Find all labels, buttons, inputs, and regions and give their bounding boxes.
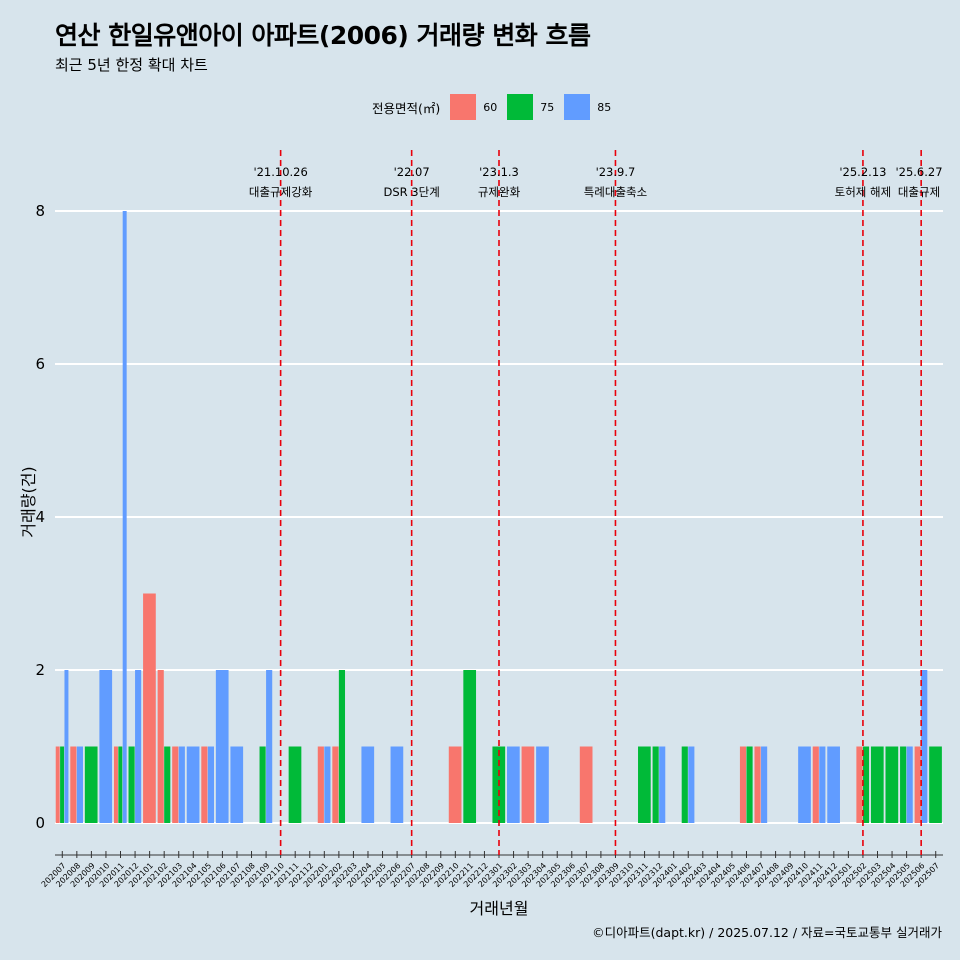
bar-85-202201 — [324, 746, 331, 823]
legend-swatch-85 — [564, 94, 591, 120]
legend-label-75: 75 — [540, 100, 555, 114]
bar-75-202109 — [259, 746, 266, 823]
bar-85-202312 — [659, 746, 666, 823]
bar-75-202111 — [288, 746, 302, 823]
bar-60-202011 — [113, 746, 118, 823]
chart-subtitle: 최근 5년 한정 확대 차트 — [55, 56, 208, 74]
event-name-label: 토허제 해제 — [835, 185, 892, 199]
bar-75-202011 — [118, 746, 123, 823]
event-name-label: 특례대출축소 — [584, 185, 647, 199]
event-date-label: '25.2.13 — [839, 165, 886, 179]
bar-85-202109 — [266, 670, 273, 823]
bar-85-202304 — [536, 746, 549, 823]
y-tick-label: 8 — [35, 202, 45, 220]
bar-60-202407 — [754, 746, 761, 823]
bar-85-202008 — [76, 746, 83, 823]
legend: 전용면적(㎡) 60 75 85 — [372, 92, 621, 122]
legend-label-85: 85 — [597, 100, 612, 114]
y-tick-label: 2 — [35, 661, 45, 679]
bar-60-202411 — [812, 746, 819, 823]
x-axis-title: 거래년월 — [470, 899, 529, 918]
bar-85-202302 — [507, 746, 520, 823]
bar-75-202505 — [900, 746, 907, 823]
bar-85-202010 — [99, 670, 113, 823]
bar-60-202406 — [739, 746, 747, 823]
event-name-label: DSR 3단계 — [384, 185, 440, 199]
bar-85-202107 — [230, 746, 244, 823]
bar-60-202201 — [317, 746, 324, 823]
bar-75-202402 — [681, 746, 688, 823]
bar-75-202502 — [862, 746, 870, 823]
bar-85-202412 — [827, 746, 840, 823]
bar-85-202204 — [361, 746, 375, 823]
y-tick-label: 0 — [35, 814, 45, 832]
event-date-label: '23.1.3 — [479, 165, 519, 179]
bar-85-202407 — [761, 746, 768, 823]
bar-85-202410 — [798, 746, 811, 823]
legend-item-75: 75 — [507, 94, 554, 120]
bar-85-202106 — [215, 670, 229, 823]
bar-75-202507 — [929, 746, 942, 823]
bar-75-202009 — [84, 746, 98, 823]
event-date-label: '25.6.27 — [895, 165, 942, 179]
legend-title: 전용면적(㎡) — [372, 100, 441, 116]
bar-60-202102 — [157, 670, 164, 823]
event-date-label: '22.07 — [394, 165, 430, 179]
bar-85-202206 — [390, 746, 404, 823]
legend-swatch-60 — [450, 94, 477, 120]
bar-75-202406 — [746, 746, 753, 823]
bar-60-202007 — [55, 746, 60, 823]
bar-85-202105 — [207, 746, 215, 823]
event-date-label: '23.9.7 — [596, 165, 636, 179]
bar-85-202007 — [64, 670, 69, 823]
bar-85-202506 — [921, 670, 928, 823]
bar-60-202008 — [70, 746, 77, 823]
bar-85-202505 — [906, 746, 913, 823]
bar-75-202202 — [338, 670, 346, 823]
bar-75-202312 — [652, 746, 659, 823]
bar-75-202012 — [128, 746, 135, 823]
bar-85-202012 — [135, 670, 142, 823]
chart-title: 연산 한일유앤아이 아파트(2006) 거래량 변화 흐름 — [55, 21, 591, 50]
event-name-label: 대출규제강화 — [249, 185, 313, 199]
bar-75-202311 — [638, 746, 651, 823]
bar-75-202102 — [164, 746, 171, 823]
source-caption: ©디아파트(dapt.kr) / 2025.07.12 / 자료=국토교통부 실… — [592, 925, 942, 940]
bar-85-202103 — [178, 746, 185, 823]
bar-75-202007 — [60, 746, 65, 823]
bar-60-202307 — [579, 746, 593, 823]
event-name-label: 대출규제 — [898, 185, 940, 199]
bar-60-202210 — [448, 746, 462, 823]
bar-85-202411 — [819, 746, 826, 823]
legend-label-60: 60 — [483, 100, 498, 114]
event-name-label: 규제완화 — [478, 185, 521, 199]
event-date-label: '21.10.26 — [253, 165, 307, 179]
y-tick-label: 6 — [35, 355, 45, 373]
bar-85-202104 — [186, 746, 200, 823]
bar-60-202303 — [521, 746, 535, 823]
bar-75-202504 — [885, 746, 899, 823]
bar-85-202011 — [122, 211, 127, 823]
bar-60-202502 — [856, 746, 863, 823]
bar-60-202101 — [143, 593, 156, 823]
legend-item-60: 60 — [450, 94, 497, 120]
bar-75-202211 — [463, 670, 477, 823]
bar-60-202105 — [201, 746, 208, 823]
bar-60-202202 — [332, 746, 339, 823]
y-tick-label: 4 — [35, 508, 45, 526]
bar-85-202402 — [688, 746, 695, 823]
y-axis-title: 거래량(건) — [19, 466, 38, 537]
legend-swatch-75 — [507, 94, 534, 120]
legend-item-85: 85 — [564, 94, 611, 120]
bar-75-202503 — [870, 746, 884, 823]
bar-60-202506 — [914, 746, 921, 823]
bar-60-202103 — [172, 746, 179, 823]
